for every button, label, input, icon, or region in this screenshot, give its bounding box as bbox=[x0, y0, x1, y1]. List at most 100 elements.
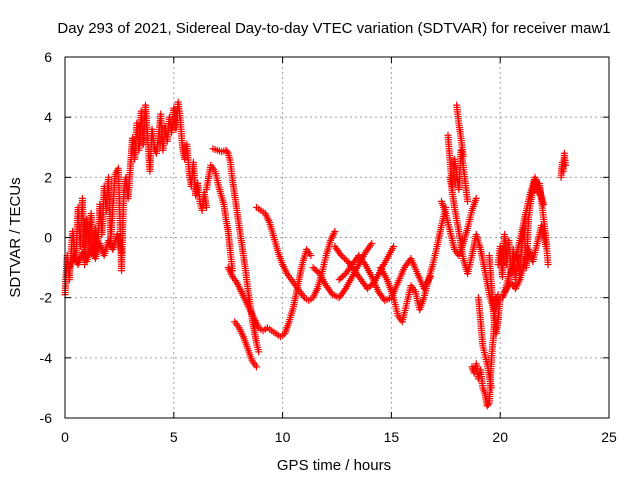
data-point-marker bbox=[361, 241, 375, 257]
data-point-marker bbox=[394, 266, 408, 287]
data-point-marker bbox=[331, 227, 339, 235]
data-point-marker bbox=[472, 194, 480, 202]
data-point-marker bbox=[377, 264, 390, 282]
data-point-marker bbox=[272, 330, 282, 339]
data-point-marker bbox=[215, 185, 227, 206]
data-point-marker bbox=[303, 246, 313, 258]
data-point-marker bbox=[244, 345, 255, 363]
data-point-marker bbox=[424, 263, 436, 284]
data-point-marker bbox=[540, 200, 548, 208]
data-point-marker bbox=[451, 203, 462, 233]
data-point-marker bbox=[237, 237, 247, 257]
data-point-marker bbox=[305, 295, 315, 305]
x-tick-label: 0 bbox=[61, 429, 69, 445]
data-point-marker bbox=[263, 324, 274, 333]
data-point-marker bbox=[464, 197, 472, 205]
data-point-marker bbox=[276, 331, 287, 341]
data-point-marker bbox=[511, 277, 523, 293]
data-point-marker bbox=[231, 318, 242, 330]
data-point-marker bbox=[516, 263, 528, 284]
data-point-marker bbox=[274, 249, 286, 267]
data-point-marker bbox=[437, 197, 449, 215]
data-point-marker bbox=[322, 239, 334, 260]
data-point-marker bbox=[239, 252, 249, 272]
y-tick-label: -6 bbox=[40, 410, 53, 426]
data-point-marker bbox=[337, 252, 350, 264]
data-point-marker bbox=[335, 271, 348, 284]
data-point-marker bbox=[309, 264, 322, 276]
data-point-marker bbox=[242, 267, 252, 290]
data-point-marker bbox=[202, 203, 210, 211]
data-point-marker bbox=[368, 273, 381, 294]
data-point-marker bbox=[483, 400, 492, 410]
data-point-marker bbox=[383, 245, 396, 263]
data-point-marker bbox=[329, 291, 341, 301]
data-point-marker bbox=[118, 249, 126, 257]
data-point-marker bbox=[451, 246, 461, 258]
data-point-marker bbox=[538, 221, 549, 248]
data-point-marker bbox=[429, 245, 441, 269]
data-point-marker bbox=[433, 224, 445, 251]
data-point-marker bbox=[342, 275, 355, 293]
data-point-marker bbox=[407, 255, 421, 275]
data-point-marker bbox=[316, 270, 329, 288]
data-point-marker bbox=[322, 282, 335, 297]
data-point-marker bbox=[394, 312, 405, 324]
data-point-marker bbox=[361, 261, 375, 279]
y-tick-label: -4 bbox=[40, 350, 53, 366]
data-point-marker bbox=[472, 230, 484, 251]
data-point-marker bbox=[307, 252, 315, 260]
data-point-marker bbox=[444, 131, 454, 164]
data-point-marker bbox=[224, 264, 236, 279]
data-point-marker bbox=[233, 279, 244, 294]
data-point-marker bbox=[374, 288, 388, 303]
data-point-marker bbox=[292, 282, 303, 294]
data-point-marker bbox=[142, 101, 152, 140]
data-point-marker bbox=[542, 243, 550, 251]
data-point-marker bbox=[459, 152, 467, 160]
data-point-marker bbox=[281, 320, 292, 338]
data-point-marker bbox=[279, 261, 290, 276]
data-point-marker bbox=[224, 227, 234, 254]
x-tick-label: 10 bbox=[275, 429, 291, 445]
data-point-marker bbox=[242, 297, 253, 312]
data-point-marker bbox=[507, 279, 518, 291]
data-point-marker bbox=[535, 185, 547, 206]
data-point-marker bbox=[266, 218, 277, 239]
data-point-marker bbox=[474, 294, 487, 348]
data-point-marker bbox=[342, 262, 355, 278]
data-point-marker bbox=[259, 325, 269, 335]
data-point-marker bbox=[453, 101, 463, 125]
data-point-marker bbox=[283, 270, 294, 282]
x-axis-label: GPS time / hours bbox=[277, 457, 391, 474]
y-tick-label: -2 bbox=[40, 290, 53, 306]
data-point-marker bbox=[218, 147, 228, 156]
data-point-marker bbox=[211, 167, 223, 191]
axis-ticks bbox=[64, 56, 610, 419]
y-tick-label: 0 bbox=[44, 230, 52, 246]
data-point-marker bbox=[202, 163, 214, 193]
data-point-marker bbox=[531, 173, 543, 191]
data-point-marker bbox=[309, 286, 321, 302]
data-point-marker bbox=[381, 295, 393, 305]
data-point-marker bbox=[270, 234, 282, 254]
data-point-marker bbox=[213, 146, 223, 155]
data-point-marker bbox=[355, 252, 368, 267]
data-point-marker bbox=[235, 221, 245, 242]
data-point-marker bbox=[233, 206, 243, 227]
data-point-marker bbox=[363, 280, 376, 293]
data-point-marker bbox=[326, 229, 338, 245]
data-point-marker bbox=[461, 179, 471, 203]
data-point-marker bbox=[407, 282, 418, 294]
data-point-marker bbox=[459, 227, 471, 248]
data-point-marker bbox=[390, 243, 398, 251]
data-point-marker bbox=[222, 215, 232, 233]
data-point-marker bbox=[468, 196, 480, 214]
data-point-marker bbox=[383, 276, 397, 300]
x-axis-tick-labels: 0 5 10 15 20 25 bbox=[61, 429, 617, 445]
data-point-marker bbox=[487, 282, 498, 318]
data-point-marker bbox=[296, 288, 307, 300]
data-series-sdtvar bbox=[61, 98, 569, 410]
data-point-marker bbox=[544, 261, 552, 269]
